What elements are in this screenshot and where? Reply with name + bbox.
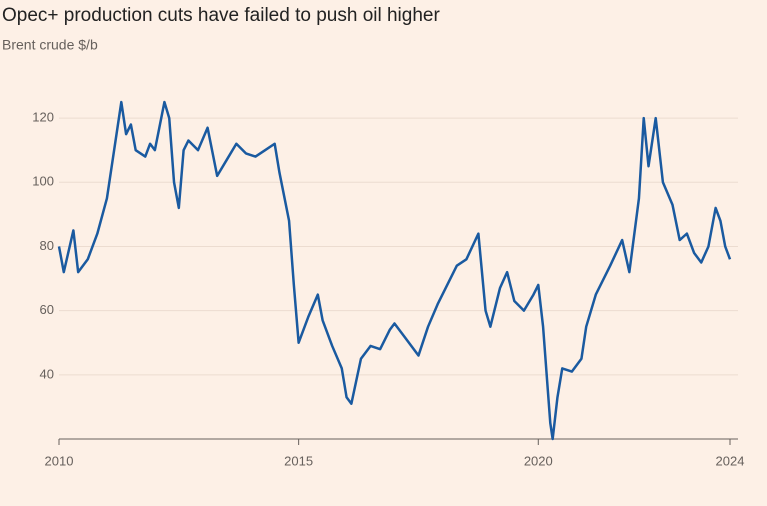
y-tick-label: 100 <box>32 174 54 189</box>
x-tick-label: 2020 <box>524 453 553 468</box>
x-tick-label: 2024 <box>716 453 745 468</box>
x-tick-label: 2015 <box>284 453 313 468</box>
y-tick-label: 60 <box>40 302 54 317</box>
chart-title: Opec+ production cuts have failed to pus… <box>2 5 440 26</box>
price-line <box>57 100 732 441</box>
y-tick-label: 80 <box>40 238 54 253</box>
chart-subtitle: Brent crude $/b <box>2 37 98 53</box>
x-tick-label: 2010 <box>45 453 74 468</box>
y-tick-label: 40 <box>40 366 54 381</box>
y-tick-label: 120 <box>32 110 54 125</box>
